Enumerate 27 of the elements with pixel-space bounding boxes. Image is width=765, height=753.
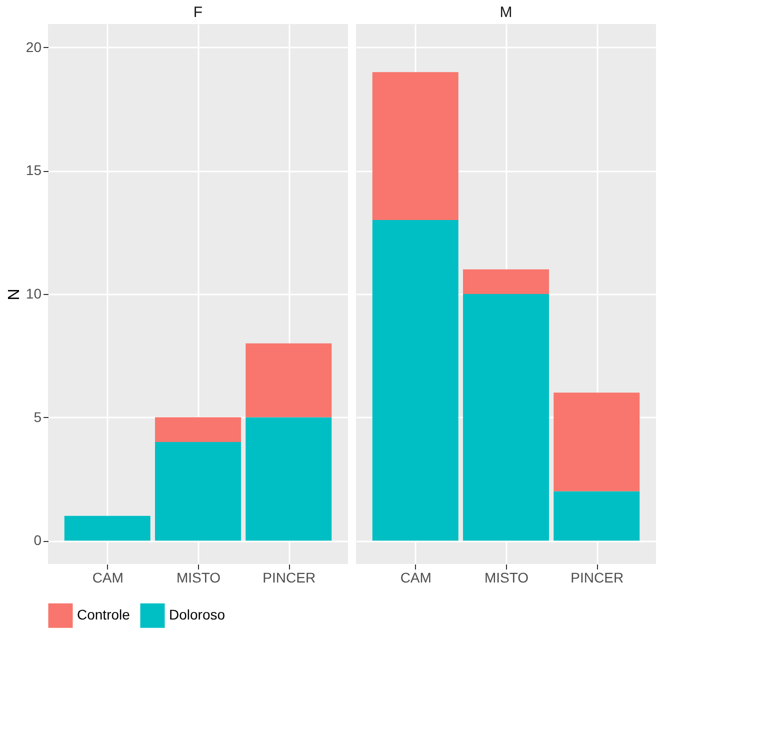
bar [554,392,640,492]
x-tick-label: CAM [92,570,124,586]
bar [246,343,332,418]
y-axis-title: N [6,288,23,300]
x-tick-label: CAM [400,570,432,586]
y-tick-label: 0 [34,532,42,548]
bar [463,294,549,541]
chart-title: F [193,4,203,21]
bar [372,72,458,220]
bar [155,417,241,442]
y-tick-label: 20 [26,38,42,55]
bar [554,491,640,541]
y-tick-label: 10 [26,286,42,302]
x-tick-label: MISTO [484,570,529,586]
bar [372,220,458,541]
bar [155,442,241,541]
y-tick-label: 15 [26,162,42,178]
x-tick-label: PINCER [570,570,624,586]
legend-label: Doloroso [169,606,226,623]
chart-title: M [500,4,512,21]
bar [463,269,549,294]
y-tick-label: 5 [34,408,42,425]
x-tick-label: MISTO [176,570,221,586]
bar [246,417,332,541]
x-tick-label: PINCER [262,570,316,586]
bar [64,516,150,541]
legend-label: Controle [77,606,130,623]
